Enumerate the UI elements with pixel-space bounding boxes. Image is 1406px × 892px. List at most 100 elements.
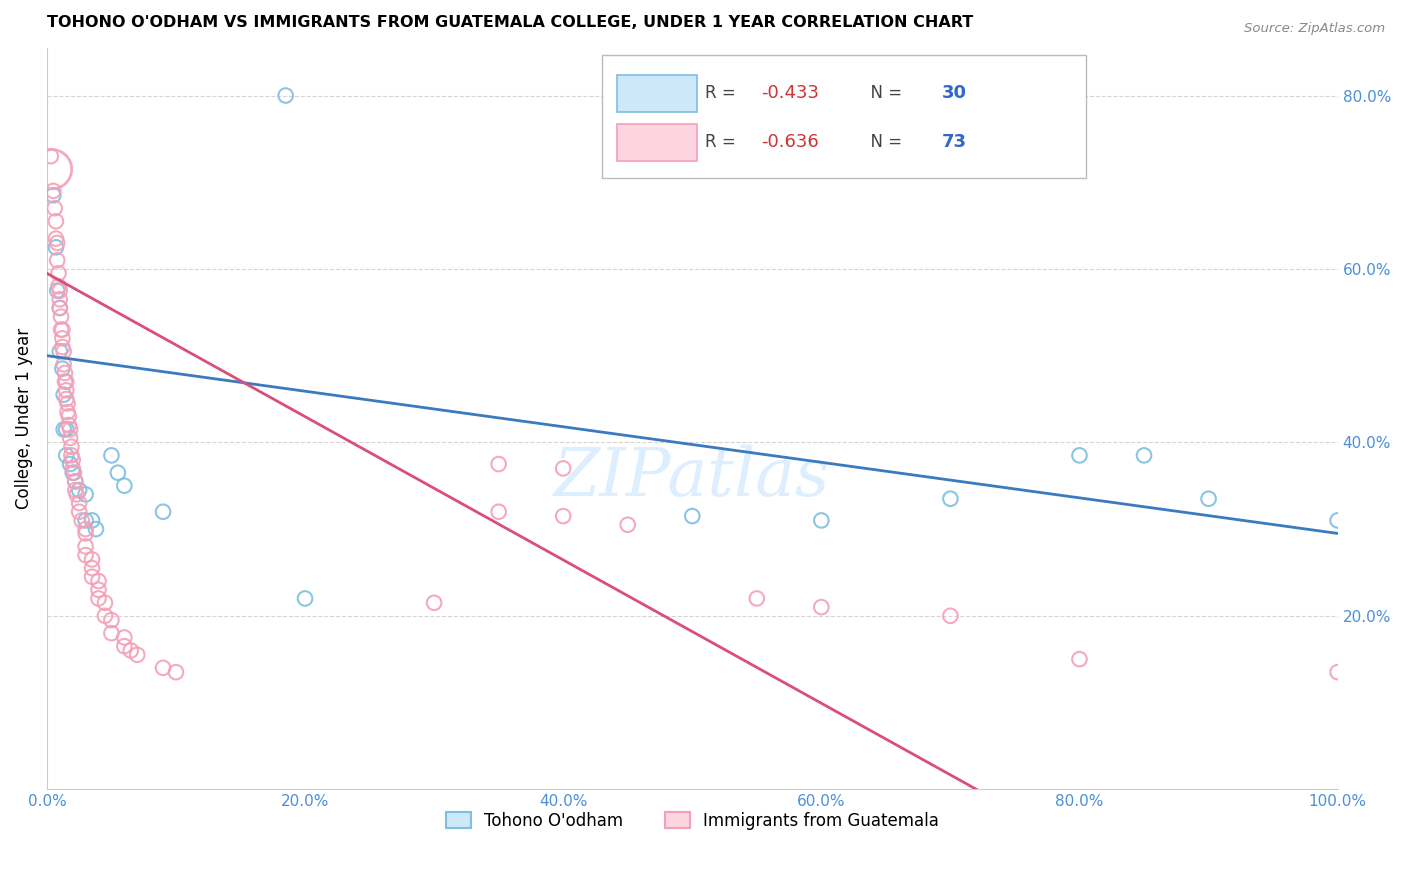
Point	[70, 513, 93, 527]
Point	[45, 231, 67, 245]
Legend: Tohono O'odham, Immigrants from Guatemala: Tohono O'odham, Immigrants from Guatemal…	[439, 805, 946, 837]
Point	[94, 596, 117, 610]
Point	[80, 552, 103, 566]
Point	[488, 505, 510, 519]
Text: R =: R =	[706, 133, 741, 151]
Point	[87, 591, 110, 606]
Point	[52, 422, 75, 436]
Point	[62, 452, 84, 467]
Point	[127, 648, 149, 662]
Point	[52, 387, 75, 401]
Point	[1326, 513, 1348, 527]
Text: R =: R =	[706, 84, 741, 102]
Point	[488, 457, 510, 471]
Point	[616, 517, 638, 532]
Point	[55, 392, 77, 406]
Point	[423, 596, 446, 610]
Point	[46, 235, 69, 250]
Text: -0.433: -0.433	[761, 84, 818, 102]
Point	[56, 396, 79, 410]
Point	[67, 483, 90, 497]
Text: -0.636: -0.636	[761, 133, 818, 151]
Text: N =: N =	[860, 133, 907, 151]
Point	[152, 505, 174, 519]
Point	[87, 574, 110, 588]
Point	[58, 417, 80, 432]
Point	[63, 466, 86, 480]
Point	[1133, 449, 1156, 463]
Point	[112, 639, 135, 653]
Point	[84, 522, 107, 536]
FancyBboxPatch shape	[602, 55, 1085, 178]
Point	[52, 344, 75, 359]
Point	[294, 591, 316, 606]
Point	[75, 526, 97, 541]
Point	[681, 509, 703, 524]
Point	[49, 293, 72, 307]
Point	[67, 496, 90, 510]
Point	[939, 608, 962, 623]
Point	[67, 505, 90, 519]
Point	[1326, 665, 1348, 680]
Point	[53, 366, 76, 380]
Point	[51, 331, 73, 345]
Point	[810, 600, 832, 615]
Point	[42, 188, 65, 202]
Point	[56, 405, 79, 419]
Point	[152, 661, 174, 675]
Point	[112, 631, 135, 645]
Point	[100, 613, 122, 627]
Point	[80, 513, 103, 527]
Point	[745, 591, 768, 606]
Point	[939, 491, 962, 506]
Text: TOHONO O'ODHAM VS IMMIGRANTS FROM GUATEMALA COLLEGE, UNDER 1 YEAR CORRELATION CH: TOHONO O'ODHAM VS IMMIGRANTS FROM GUATEM…	[46, 15, 973, 30]
Point	[55, 449, 77, 463]
Point	[65, 475, 87, 489]
Point	[48, 279, 70, 293]
FancyBboxPatch shape	[617, 75, 697, 112]
Point	[45, 240, 67, 254]
Point	[62, 461, 84, 475]
Point	[810, 513, 832, 527]
Point	[53, 375, 76, 389]
Point	[48, 266, 70, 280]
Point	[59, 431, 82, 445]
Point	[46, 284, 69, 298]
Point	[44, 201, 66, 215]
Text: Source: ZipAtlas.com: Source: ZipAtlas.com	[1244, 22, 1385, 36]
Point	[49, 301, 72, 315]
Point	[165, 665, 187, 680]
Point	[80, 561, 103, 575]
Point	[58, 409, 80, 424]
Point	[75, 522, 97, 536]
Point	[49, 323, 72, 337]
Point	[41, 162, 63, 177]
Text: 73: 73	[942, 133, 966, 151]
Point	[1069, 652, 1091, 666]
Point	[60, 449, 83, 463]
Text: 30: 30	[942, 84, 966, 102]
Point	[553, 461, 575, 475]
Point	[87, 582, 110, 597]
Point	[94, 608, 117, 623]
Point	[51, 323, 73, 337]
Point	[75, 487, 97, 501]
Point	[274, 88, 297, 103]
Point	[107, 466, 129, 480]
Point	[120, 643, 142, 657]
Point	[60, 440, 83, 454]
Point	[1198, 491, 1220, 506]
Point	[112, 479, 135, 493]
FancyBboxPatch shape	[617, 124, 697, 161]
Point	[75, 540, 97, 554]
Point	[52, 357, 75, 371]
Point	[65, 475, 87, 489]
Point	[553, 509, 575, 524]
Point	[42, 184, 65, 198]
Point	[49, 310, 72, 324]
Point	[75, 513, 97, 527]
Point	[1069, 449, 1091, 463]
Point	[51, 361, 73, 376]
Point	[100, 449, 122, 463]
Point	[49, 301, 72, 315]
